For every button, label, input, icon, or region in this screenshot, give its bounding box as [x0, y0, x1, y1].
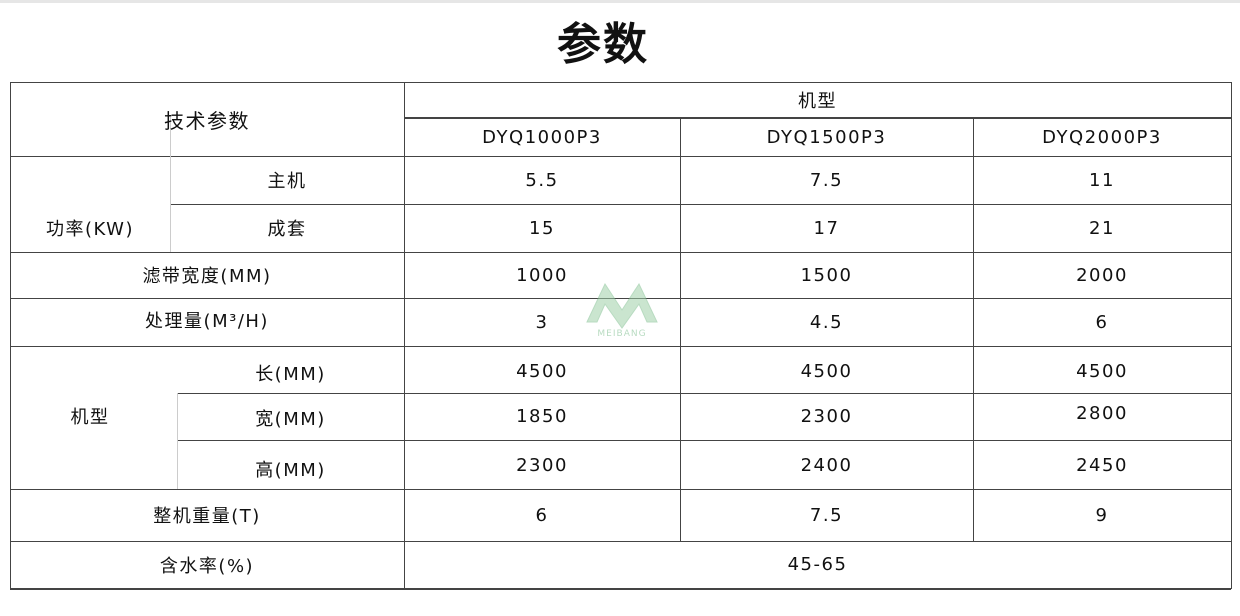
power-set-label: 成套	[267, 219, 307, 240]
cell: 2800	[1076, 403, 1128, 424]
cell: 7.5	[809, 504, 844, 526]
length-label: 长(MM)	[255, 364, 326, 385]
cell: 6	[1095, 311, 1109, 333]
cell: 1500	[800, 264, 853, 286]
width-label: 宽(MM)	[255, 409, 326, 430]
cell: 11	[1089, 169, 1115, 191]
top-border	[0, 0, 1240, 3]
model-col-2: DYQ1500P3	[766, 127, 887, 148]
height-label: 高(MM)	[255, 460, 326, 481]
cell: 9	[1095, 504, 1109, 526]
cell: 2300	[516, 454, 568, 476]
cell: 2000	[1076, 264, 1128, 286]
cell: 6	[535, 504, 549, 526]
cell: 4500	[800, 360, 853, 382]
cell: 2450	[1076, 454, 1128, 476]
cell: 21	[1089, 217, 1115, 239]
cell: 5.5	[525, 169, 559, 191]
cell: 3	[535, 311, 549, 333]
dimensions-label: 机型	[70, 407, 110, 428]
belt-width-label: 滤带宽度(MM)	[142, 266, 272, 287]
page-title: 参数	[557, 19, 649, 70]
cell: 1000	[516, 264, 568, 286]
header-tech-params: 技术参数	[164, 108, 250, 133]
moisture-label: 含水率(%)	[159, 555, 255, 577]
meibang-logo-watermark: MEIBANG	[586, 282, 658, 339]
cell: 4500	[1076, 360, 1128, 382]
cell: 7.5	[809, 169, 844, 191]
capacity-label: 处理量(M³/H)	[145, 311, 269, 332]
weight-label: 整机重量(T)	[153, 506, 261, 527]
cell: 4.5	[809, 311, 844, 333]
header-model: 机型	[798, 90, 837, 112]
power-main-label: 主机	[267, 171, 307, 192]
cell: 1850	[516, 406, 568, 427]
svg-text:MEIBANG: MEIBANG	[597, 329, 646, 339]
power-label: 功率(KW)	[45, 219, 134, 240]
cell: 15	[529, 217, 555, 239]
cell: 2300	[800, 406, 853, 427]
cell: 4500	[516, 360, 568, 382]
moisture-value: 45-65	[787, 554, 848, 575]
cell: 17	[813, 217, 840, 239]
cell: 2400	[800, 454, 853, 476]
model-col-1: DYQ1000P3	[482, 127, 602, 148]
model-col-3: DYQ2000P3	[1042, 127, 1162, 148]
